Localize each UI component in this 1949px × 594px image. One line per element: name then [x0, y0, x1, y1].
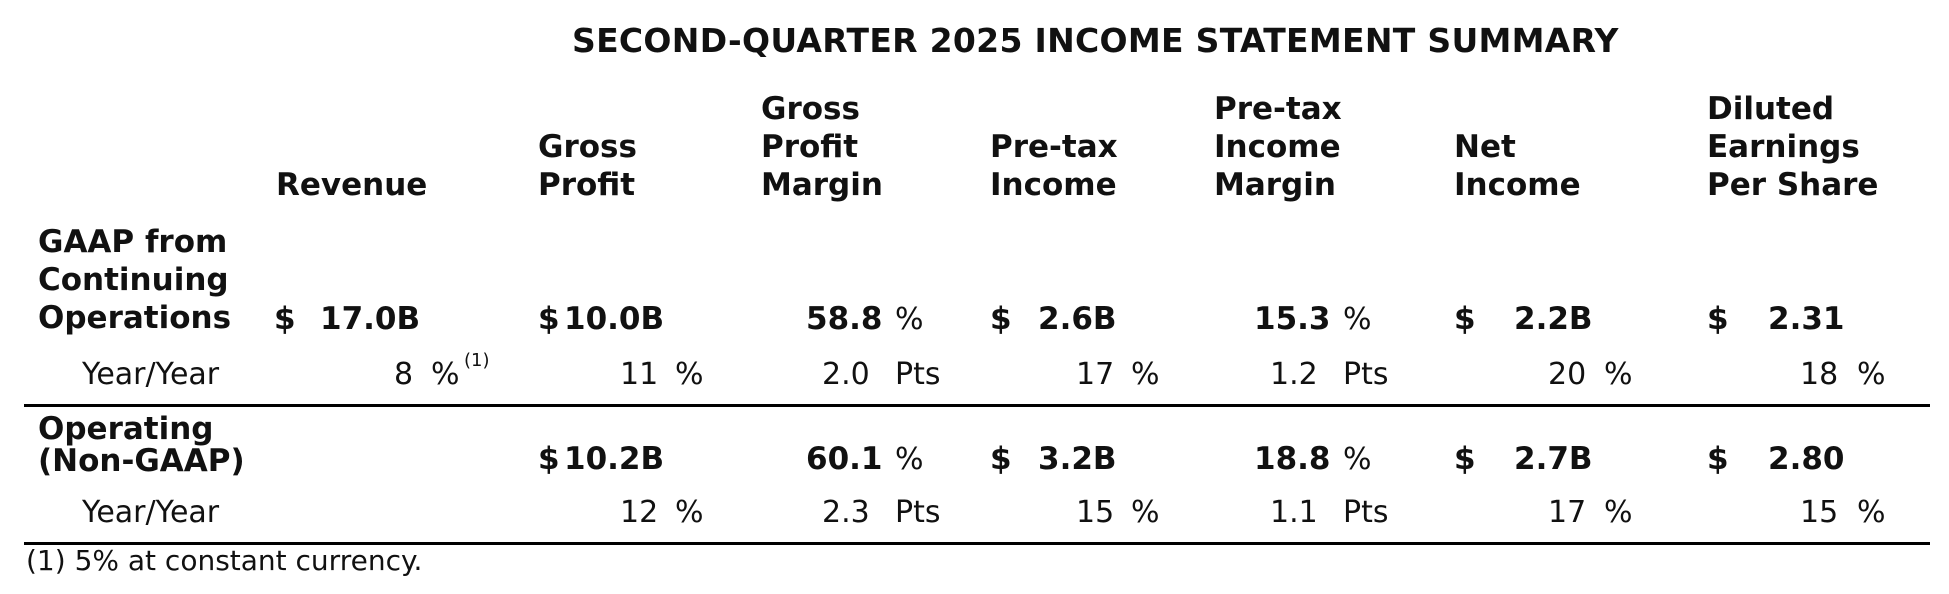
- section-divider: [24, 404, 1930, 407]
- gaap-eps: 2.31: [1768, 301, 1845, 337]
- unit-label: %: [895, 442, 924, 477]
- operating-yoy-eps: 15: [1800, 495, 1839, 530]
- unit-label: Pts: [1343, 357, 1389, 392]
- operating-yoy-gross-profit-margin: 2.3: [822, 495, 870, 530]
- operating-gross-profit-margin: 60.1: [806, 441, 883, 477]
- operating-yoy-gross-profit: 12: [620, 495, 659, 530]
- column-header-gross-profit: Gross Profit: [538, 129, 637, 203]
- unit-label: %: [1857, 357, 1886, 392]
- operating-yoy-pretax-income-margin: 1.1: [1270, 495, 1318, 530]
- unit-label: %: [675, 495, 704, 530]
- currency-symbol: $: [990, 441, 1012, 477]
- row-label-year-year: Year/Year: [82, 495, 220, 530]
- gaap-gross-profit-margin: 58.8: [806, 301, 883, 337]
- table-bottom-rule: [24, 542, 1930, 545]
- gaap-yoy-net-income: 20: [1548, 357, 1587, 392]
- gaap-yoy-gross-profit: 11: [620, 357, 659, 392]
- unit-label: %: [1343, 302, 1372, 337]
- gaap-yoy-revenue: 8: [394, 357, 414, 392]
- operating-pretax-income-margin: 18.8: [1254, 441, 1331, 477]
- unit-label: %: [1131, 495, 1160, 530]
- operating-pretax-income: 3.2B: [1038, 441, 1117, 477]
- row-label-year-year: Year/Year: [82, 357, 220, 392]
- gaap-yoy-pretax-income-margin: 1.2: [1270, 357, 1318, 392]
- row-label-operating: Operating (Non-GAAP): [38, 411, 245, 479]
- unit-label: %: [1857, 495, 1886, 530]
- unit-label: %: [1343, 442, 1372, 477]
- unit-label: %: [1604, 495, 1633, 530]
- operating-gross-profit: 10.2B: [564, 441, 665, 477]
- operating-yoy-pretax-income: 15: [1076, 495, 1115, 530]
- row-label-gaap: GAAP from Continuing Operations: [38, 224, 232, 336]
- gaap-yoy-pretax-income: 17: [1076, 357, 1115, 392]
- unit-label: %: [1604, 357, 1633, 392]
- gaap-yoy-eps: 18: [1800, 357, 1839, 392]
- currency-symbol: $: [1454, 301, 1476, 337]
- currency-symbol: $: [274, 301, 296, 337]
- unit-label: %: [895, 302, 924, 337]
- gaap-pretax-income: 2.6B: [1038, 301, 1117, 337]
- column-header-diluted-eps: Diluted Earnings Per Share: [1707, 91, 1879, 203]
- gaap-revenue: 17.0B: [320, 301, 421, 337]
- column-header-gross-profit-margin: Gross Profit Margin: [761, 91, 883, 203]
- unit-label: %: [675, 357, 704, 392]
- column-header-pretax-income-margin: Pre-tax Income Margin: [1214, 91, 1342, 203]
- column-header-pretax-income: Pre-tax Income: [990, 129, 1118, 203]
- currency-symbol: $: [1707, 441, 1729, 477]
- currency-symbol: $: [1707, 301, 1729, 337]
- operating-net-income: 2.7B: [1514, 441, 1593, 477]
- operating-eps: 2.80: [1768, 441, 1845, 477]
- gaap-net-income: 2.2B: [1514, 301, 1593, 337]
- column-header-net-income: Net Income: [1454, 129, 1581, 203]
- column-header-revenue: Revenue: [276, 167, 428, 203]
- gaap-gross-profit: 10.0B: [564, 301, 665, 337]
- footnote: (1) 5% at constant currency.: [26, 544, 423, 577]
- unit-label: %: [431, 357, 460, 392]
- currency-symbol: $: [538, 301, 560, 337]
- gaap-pretax-income-margin: 15.3: [1254, 301, 1331, 337]
- currency-symbol: $: [538, 441, 560, 477]
- currency-symbol: $: [990, 301, 1012, 337]
- footnote-marker: (1): [464, 350, 490, 371]
- gaap-yoy-gross-profit-margin: 2.0: [822, 357, 870, 392]
- unit-label: Pts: [1343, 495, 1389, 530]
- page-title: SECOND-QUARTER 2025 INCOME STATEMENT SUM…: [572, 21, 1619, 60]
- operating-yoy-net-income: 17: [1548, 495, 1587, 530]
- unit-label: Pts: [895, 495, 941, 530]
- unit-label: Pts: [895, 357, 941, 392]
- unit-label: %: [1131, 357, 1160, 392]
- currency-symbol: $: [1454, 441, 1476, 477]
